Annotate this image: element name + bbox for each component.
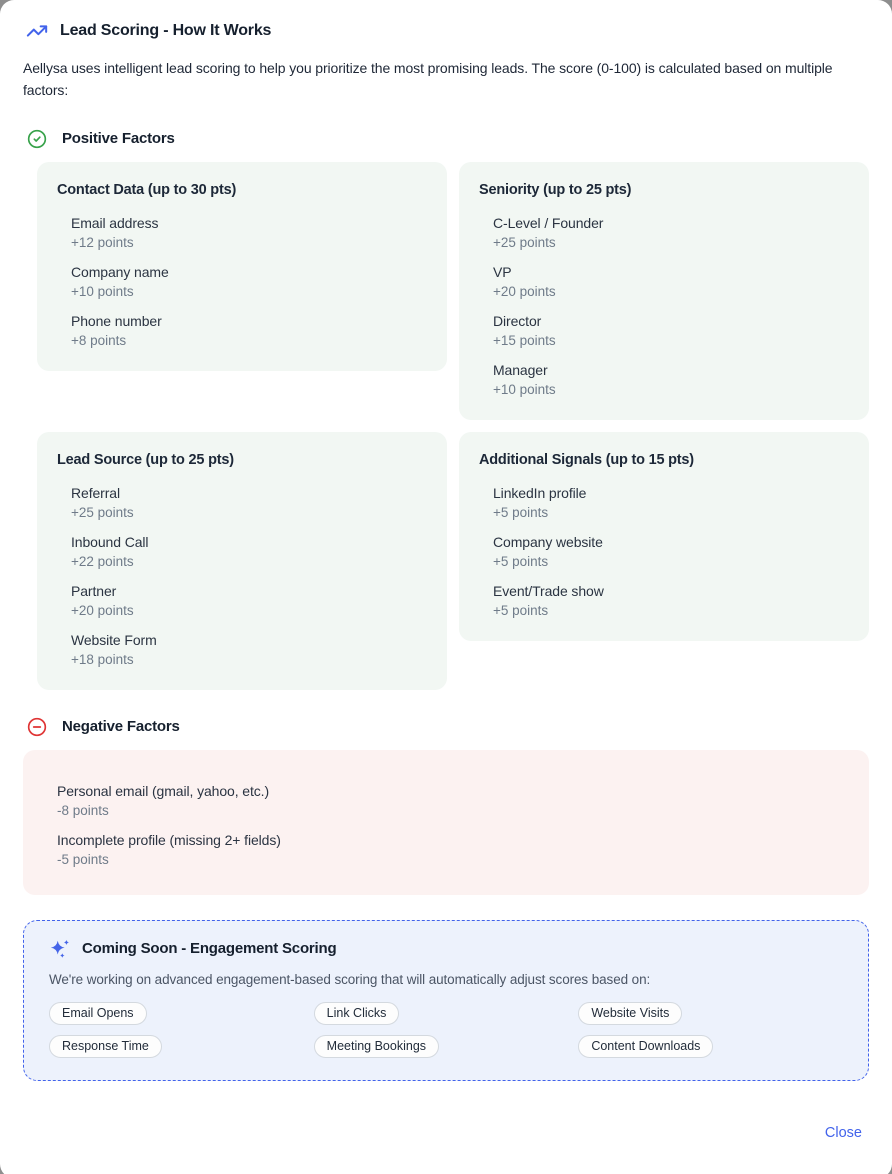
engagement-badge-grid: Email Opens Link Clicks Website Visits R… — [49, 1001, 843, 1058]
factor-item: Referral +25 points — [71, 485, 427, 520]
modal-header: Lead Scoring - How It Works — [23, 20, 869, 42]
badge-response-time: Response Time — [49, 1034, 162, 1058]
modal-title: Lead Scoring - How It Works — [60, 22, 272, 39]
factor-item: Partner +20 points — [71, 583, 427, 618]
factor-item: Email address +12 points — [71, 215, 427, 250]
minus-circle-icon — [27, 717, 47, 737]
trending-up-icon — [26, 20, 48, 42]
factor-item: Director +15 points — [493, 313, 849, 348]
factor-item: VP +20 points — [493, 264, 849, 299]
negative-factors-heading: Negative Factors — [23, 717, 869, 737]
card-title: Lead Source (up to 25 pts) — [57, 451, 234, 468]
factor-item: C-Level / Founder +25 points — [493, 215, 849, 250]
factor-label: Director — [493, 312, 542, 329]
factor-item: Event/Trade show +5 points — [493, 583, 849, 618]
factor-points: -5 points — [57, 851, 109, 867]
factor-label: Company website — [493, 533, 603, 550]
factor-label: Event/Trade show — [493, 582, 604, 599]
factor-label: Personal email (gmail, yahoo, etc.) — [57, 782, 270, 799]
factor-item: Phone number +8 points — [71, 313, 427, 348]
factor-label: Website Form — [71, 631, 157, 648]
factor-label: Company name — [71, 263, 169, 280]
factor-points: +15 points — [493, 332, 556, 348]
factor-points: +25 points — [71, 504, 134, 520]
positive-factors-heading: Positive Factors — [23, 129, 869, 149]
factor-label: Referral — [71, 484, 120, 501]
factor-points: +20 points — [71, 602, 134, 618]
factor-points: +8 points — [71, 332, 127, 348]
factor-card-lead-source: Lead Source (up to 25 pts) Referral +25 … — [37, 431, 447, 690]
factor-points: +5 points — [493, 553, 549, 569]
negative-factors-label: Negative Factors — [62, 718, 180, 736]
factor-label: Incomplete profile (missing 2+ fields) — [57, 831, 281, 848]
factor-label: Inbound Call — [71, 533, 149, 550]
badge-content-downloads: Content Downloads — [578, 1034, 714, 1058]
factor-item: Incomplete profile (missing 2+ fields) -… — [57, 832, 849, 867]
factor-item: Personal email (gmail, yahoo, etc.) -8 p… — [57, 783, 849, 818]
factor-points: +10 points — [71, 283, 134, 299]
factor-item: Inbound Call +22 points — [71, 534, 427, 569]
factor-points: +10 points — [493, 381, 556, 397]
factor-points: +5 points — [493, 504, 549, 520]
coming-soon-description: We're working on advanced engagement-bas… — [49, 971, 651, 987]
badge-meeting-bookings: Meeting Bookings — [313, 1034, 440, 1058]
check-circle-icon — [27, 129, 47, 149]
factor-item: LinkedIn profile +5 points — [493, 485, 849, 520]
card-title: Additional Signals (up to 15 pts) — [479, 451, 694, 468]
sparkles-icon — [49, 938, 71, 960]
coming-soon-panel: Coming Soon - Engagement Scoring We're w… — [23, 919, 869, 1081]
factor-label: Manager — [493, 361, 548, 378]
factor-points: +22 points — [71, 553, 134, 569]
factor-label: C-Level / Founder — [493, 214, 604, 231]
positive-factors-label: Positive Factors — [62, 130, 175, 148]
factor-card-additional-signals: Additional Signals (up to 15 pts) Linked… — [459, 431, 869, 641]
factor-points: +12 points — [71, 234, 134, 250]
factor-points: +5 points — [493, 602, 549, 618]
factor-item: Company website +5 points — [493, 534, 849, 569]
card-title: Contact Data (up to 30 pts) — [57, 181, 237, 198]
card-title: Seniority (up to 25 pts) — [479, 181, 632, 198]
factor-label: Partner — [71, 582, 117, 599]
factor-points: +25 points — [493, 234, 556, 250]
coming-soon-header: Coming Soon - Engagement Scoring — [49, 938, 843, 960]
coming-soon-title: Coming Soon - Engagement Scoring — [82, 940, 337, 958]
factor-item: Manager +10 points — [493, 362, 849, 397]
factor-points: +18 points — [71, 651, 134, 667]
factor-label: VP — [493, 263, 512, 280]
factor-label: LinkedIn profile — [493, 484, 587, 501]
intro-text: Aellysa uses intelligent lead scoring to… — [23, 60, 833, 99]
modal-footer: Close — [23, 1124, 869, 1164]
badge-link-clicks: Link Clicks — [313, 1001, 400, 1025]
factor-card-contact-data: Contact Data (up to 30 pts) Email addres… — [37, 161, 447, 371]
factor-points: -8 points — [57, 802, 109, 818]
negative-factors-card: Personal email (gmail, yahoo, etc.) -8 p… — [23, 749, 869, 895]
badge-email-opens: Email Opens — [49, 1001, 147, 1025]
close-button[interactable]: Close — [824, 1125, 862, 1141]
factor-item: Company name +10 points — [71, 264, 427, 299]
factor-item: Website Form +18 points — [71, 632, 427, 667]
factor-label: Phone number — [71, 312, 162, 329]
factor-card-seniority: Seniority (up to 25 pts) C-Level / Found… — [459, 161, 869, 420]
factor-label: Email address — [71, 214, 159, 231]
positive-factors-grid: Contact Data (up to 30 pts) Email addres… — [37, 161, 869, 690]
badge-website-visits: Website Visits — [578, 1001, 683, 1025]
factor-points: +20 points — [493, 283, 556, 299]
